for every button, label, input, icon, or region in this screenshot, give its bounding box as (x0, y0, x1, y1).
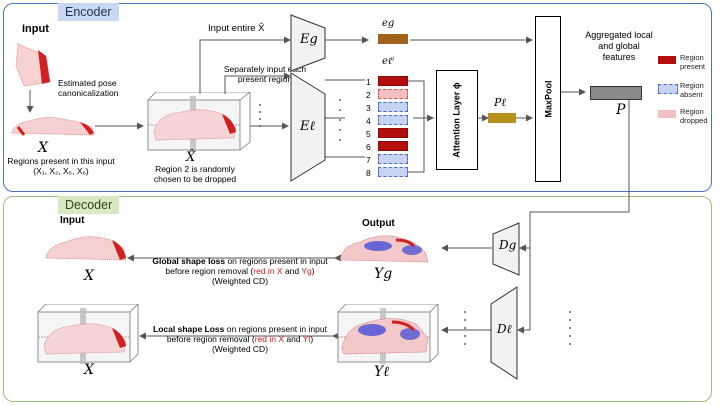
legend-present-swatch (658, 56, 676, 64)
global-decoder-dg (492, 222, 520, 276)
global-encoder-eg (290, 14, 326, 72)
dg-label: Dg (499, 238, 517, 252)
eg-feature-label: eg (382, 18, 395, 29)
decoder-x-label-2: X (84, 362, 94, 378)
p-feature-bar (590, 86, 642, 100)
region-number-4: 4 (366, 116, 371, 126)
eg-label: Eg (300, 32, 318, 47)
yg-label: Yg (374, 266, 393, 282)
local-loss-text: Local shape Loss on regions present in i… (142, 324, 338, 354)
maxpool-label: MaxPool (543, 80, 554, 118)
regions-present-text: Regions present in this input (X₁, X₂, X… (7, 156, 115, 176)
local-loss-close: ) (310, 334, 314, 344)
legend-present-text: Region present (680, 53, 706, 71)
encoder-header: Encoder (58, 3, 119, 21)
global-output-car (339, 235, 429, 263)
local-loss-red-x: red in X (254, 334, 284, 344)
pose-label: Estimated pose canonicalization (58, 78, 119, 98)
input-car-pointcloud (15, 43, 51, 87)
legend-absent-swatch (658, 84, 678, 94)
attention-layer-box: Attention Layer ϕ (436, 70, 478, 170)
decoder-input-label: Input (60, 215, 85, 226)
dl-label: Dℓ (497, 322, 512, 336)
local-loss-desc: on regions present in input before regio… (166, 324, 327, 344)
global-loss-and: and (282, 266, 302, 276)
pl-label: Pℓ (494, 96, 506, 109)
local-output-volume (337, 304, 439, 364)
decoder-output-label: Output (362, 218, 395, 229)
yl-label: Yℓ (374, 364, 390, 380)
global-loss-red-x: red in X (253, 266, 283, 276)
region-number-6: 6 (366, 142, 371, 152)
partitioned-volume (147, 92, 251, 152)
region-number-2: 2 (366, 90, 371, 100)
attention-layer-label: Attention Layer ϕ (452, 82, 463, 158)
eg-feature-bar (378, 34, 408, 44)
local-loss-yl: Yl (302, 334, 311, 344)
global-loss-title: Global shape loss (152, 256, 226, 266)
region-bar-1 (378, 76, 408, 86)
region-bar-5 (378, 128, 408, 138)
region-bar-4 (378, 115, 408, 125)
separately-input-text: Separately input each present region (223, 64, 307, 84)
input-entire-label: Input entire X̂ (208, 23, 265, 34)
global-loss-yg: Yg (301, 266, 312, 276)
region-number-1: 1 (366, 77, 371, 87)
region-bar-3 (378, 102, 408, 112)
maxpool-box: MaxPool (535, 16, 561, 182)
decoder-partitioned-volume (37, 304, 139, 364)
pl-feature-bar (488, 113, 516, 123)
aggregated-text: Aggregated local and global features (585, 30, 653, 62)
region-bar-8 (378, 167, 408, 177)
region-number-5: 5 (366, 129, 371, 139)
legend-dropped-swatch (658, 110, 676, 118)
decoder-header: Decoder (58, 196, 120, 214)
decoder-input-car (45, 236, 127, 261)
global-loss-weighted: (Weighted CD) (211, 276, 269, 286)
local-decoder-dl (490, 286, 518, 380)
local-loss-title: Local shape Loss (153, 324, 225, 334)
xhat-label: X̂ (186, 150, 196, 165)
region-number-8: 8 (366, 168, 371, 178)
region-bar-6 (378, 141, 408, 151)
encoder-input-label: Input (22, 23, 49, 35)
canonical-car-pointcloud (11, 117, 95, 136)
local-encoder-el (290, 72, 326, 182)
el-label: Eℓ (300, 119, 315, 134)
dropped-text: Region 2 is randomly chosen to be droppe… (153, 164, 237, 184)
el-feature-label: eℓⁱ (382, 56, 395, 67)
decoder-panel (3, 196, 712, 402)
legend-dropped-text: Region dropped (680, 107, 708, 125)
region-bar-7 (378, 154, 408, 164)
local-loss-weighted: (Weighted CD) (211, 344, 269, 354)
global-loss-text: Global shape loss on regions present in … (140, 256, 340, 286)
global-loss-desc: on regions present in input before regio… (165, 256, 328, 276)
decoder-x-label: X (84, 268, 94, 284)
region-number-3: 3 (366, 103, 371, 113)
global-loss-close: ) (311, 266, 315, 276)
region-number-7: 7 (366, 155, 371, 165)
p-label: P (616, 102, 626, 118)
x-label: X (38, 140, 48, 156)
region-to-attention-lines (408, 80, 434, 173)
region-bar-2 (378, 89, 408, 99)
local-loss-and: and (284, 334, 303, 344)
legend-absent-text: Region absent (680, 81, 704, 99)
